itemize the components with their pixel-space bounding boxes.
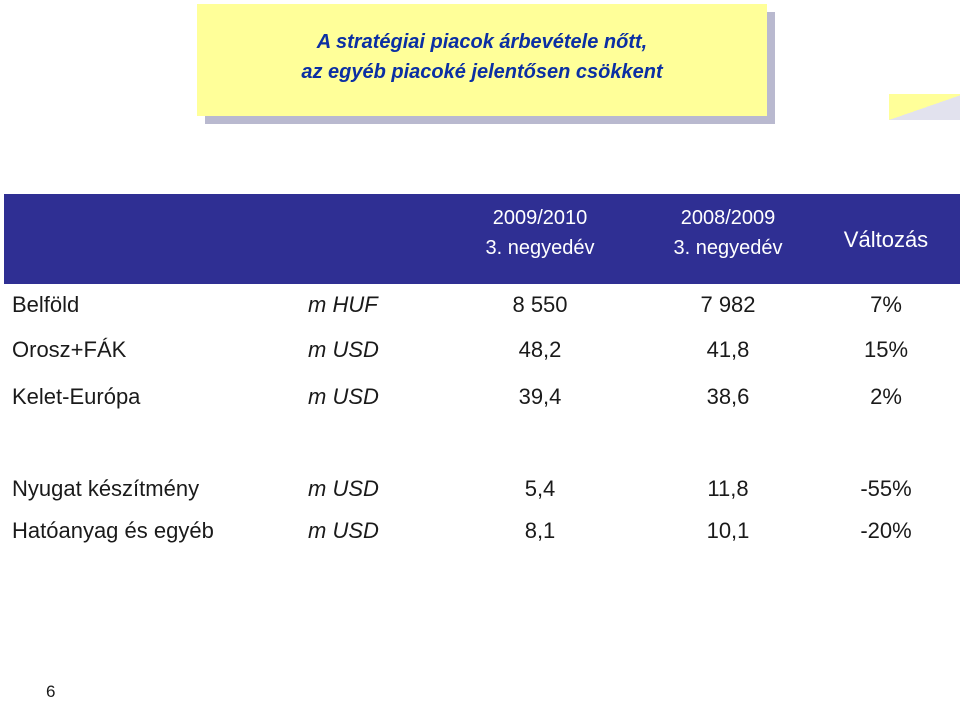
row-value-previous: 38,6 (706, 384, 750, 409)
row-unit: m USD (308, 518, 379, 543)
row-value-current: 39,4 (518, 384, 562, 409)
row-value-previous: 7 982 (700, 292, 756, 317)
row-change: 7% (870, 292, 902, 317)
header-change: Változás (843, 227, 929, 252)
row-label: Nyugat készítmény (12, 476, 200, 501)
row-value-previous: 41,8 (706, 337, 750, 362)
row-unit: m USD (308, 384, 379, 409)
slide-title-line-2: az egyéb piacoké jelentősen csökkent (301, 61, 663, 83)
row-unit: m HUF (308, 292, 378, 317)
header-period-current: 2009/2010 3. negyedév (480, 205, 600, 261)
table-header: 2009/2010 3. negyedév 2008/2009 3. negye… (4, 194, 960, 284)
row-change: -55% (860, 476, 912, 501)
row-value-previous: 10,1 (706, 518, 750, 543)
header-period-previous-year: 2008/2009 (680, 207, 776, 229)
header-period-current-quarter: 3. negyedév (485, 237, 595, 259)
row-value-current: 5,4 (524, 476, 556, 501)
row-value-previous: 11,8 (707, 476, 749, 501)
row-value-current: 8 550 (512, 292, 568, 317)
header-period-current-year: 2009/2010 (492, 207, 588, 229)
slide-title: A stratégiai piacok árbevétele nőtt, az … (197, 27, 767, 87)
table-row: Kelet-Európa m USD 39,4 38,6 2% (0, 380, 960, 414)
row-label: Hatóanyag és egyéb (12, 518, 214, 543)
table-row: Nyugat készítmény m USD 5,4 11,8 -55% (0, 472, 960, 506)
table-row: Belföld m HUF 8 550 7 982 7% (0, 288, 960, 322)
table-row: Hatóanyag és egyéb m USD 8,1 10,1 -20% (0, 514, 960, 548)
title-box: A stratégiai piacok árbevétele nőtt, az … (197, 4, 960, 120)
row-value-current: 48,2 (518, 337, 562, 362)
row-unit: m USD (308, 476, 379, 501)
header-period-previous: 2008/2009 3. negyedév (668, 205, 788, 261)
row-unit: m USD (308, 337, 379, 362)
row-label: Belföld (12, 292, 80, 317)
title-box-fold (889, 94, 960, 120)
table-row: Orosz+FÁK m USD 48,2 41,8 15% (0, 333, 960, 367)
row-label: Kelet-Európa (12, 384, 141, 409)
row-change: 2% (870, 384, 902, 409)
page-number: 6 (46, 682, 56, 701)
row-value-current: 8,1 (524, 518, 556, 543)
row-label: Orosz+FÁK (12, 337, 127, 362)
row-change: 15% (863, 337, 909, 362)
row-change: -20% (860, 518, 912, 543)
header-period-previous-quarter: 3. negyedév (673, 237, 783, 259)
slide-title-line-1: A stratégiai piacok árbevétele nőtt, (316, 31, 648, 53)
